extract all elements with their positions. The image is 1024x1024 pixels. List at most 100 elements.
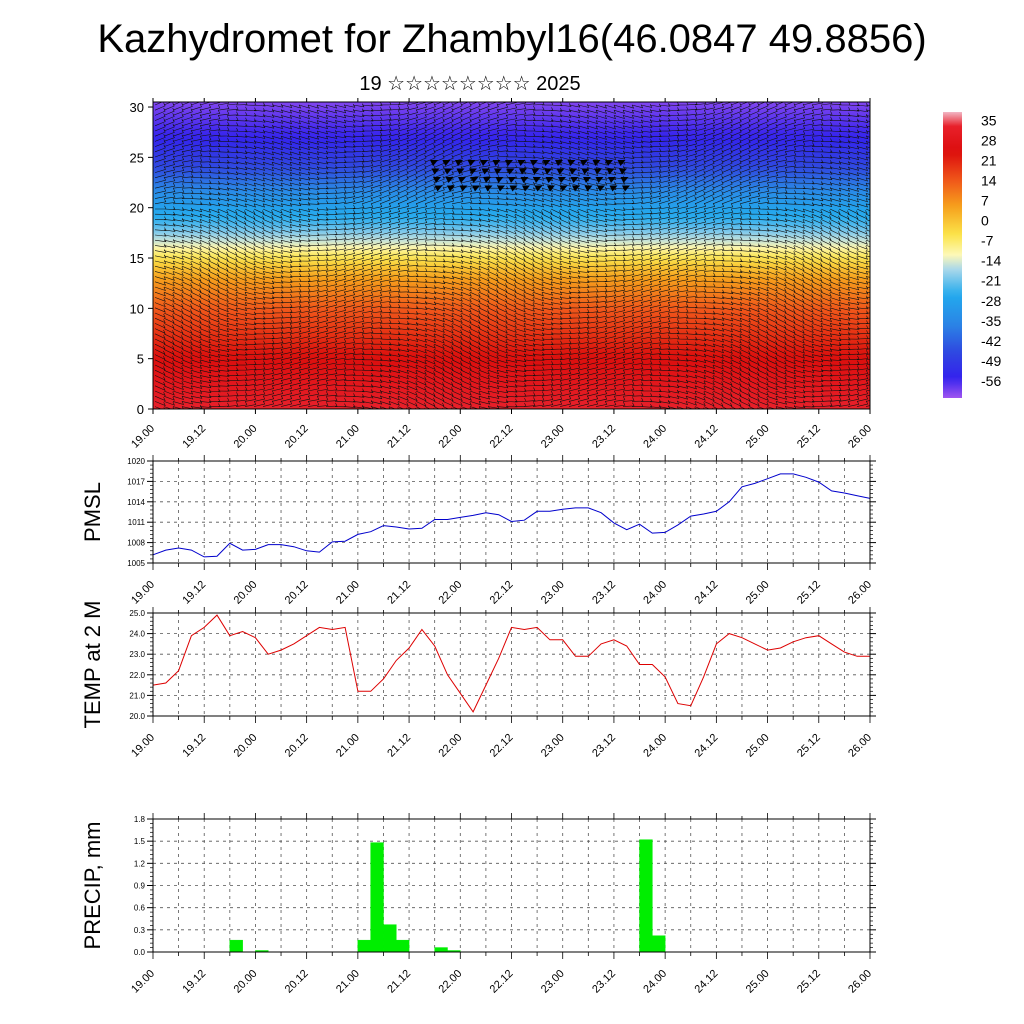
precip-panel: 0.0 0.3 0.6 0.9 1.2 1.5 1.8 19.00 19.12 20.00 20.1…	[80, 813, 876, 996]
x-tick-label: 20.12	[283, 579, 311, 607]
wind-flag	[622, 185, 630, 192]
wind-flag	[581, 168, 590, 175]
x-tick-label: 26.00	[846, 579, 874, 607]
temperature-cross-section-panel: 0 5 10 15 20 25 30 19.00 19.12 20.00 20.12 21.00 21.…	[129, 98, 874, 451]
colorbar-label: 28	[981, 133, 997, 149]
x-tick-label: 24.00	[641, 968, 669, 996]
wind-flag	[494, 168, 502, 175]
wind-flag	[459, 185, 468, 192]
x-tick-label: 25.00	[744, 579, 772, 607]
x-tick-label: 23.12	[590, 579, 618, 607]
colorbar-swatch	[943, 112, 962, 398]
x-tick-label: 20.12	[283, 968, 311, 996]
y-tick-label: 25	[130, 150, 144, 165]
x-tick-label: 23.00	[539, 423, 567, 451]
wind-flag	[531, 168, 540, 175]
colorbar-label: 35	[981, 113, 997, 129]
wind-flag	[583, 177, 591, 183]
x-tick-label: 19.12	[180, 423, 208, 451]
y-tick-label: 0.0	[134, 948, 146, 957]
x-tick-label: 22.00	[436, 579, 464, 607]
colorbar-label: -56	[981, 373, 1001, 389]
y-tick-label: 1005	[127, 559, 145, 568]
y-axis-label: PMSL	[80, 482, 105, 542]
wind-barb-texture	[154, 102, 870, 409]
precip-bar	[652, 935, 666, 953]
wind-flag	[605, 160, 613, 166]
x-tick-label: 19.00	[129, 968, 157, 996]
wind-flag	[484, 185, 493, 192]
precip-bar	[383, 924, 397, 953]
wind-flag	[620, 177, 629, 183]
wind-flag	[619, 168, 627, 175]
wind-flag	[492, 160, 501, 166]
wind-flag	[606, 168, 615, 175]
wind-flag	[594, 168, 602, 175]
x-tick-label: 23.12	[590, 968, 618, 996]
y-tick-label: 1017	[127, 477, 145, 486]
colorbar-label: 0	[981, 213, 989, 229]
wind-flag	[597, 185, 605, 192]
wind-flag	[480, 160, 488, 166]
temp-2m-panel: 20.0 21.0 22.0 23.0 24.0 25.0 19.00 19.12 20.00 2…	[80, 601, 876, 760]
x-tick-label: 25.12	[795, 423, 823, 451]
wind-flag	[445, 177, 454, 183]
y-tick-label: 22.0	[129, 671, 145, 680]
x-tick-label: 22.12	[488, 732, 516, 760]
x-tick-label: 26.00	[846, 423, 874, 451]
x-tick-label: 25.00	[744, 423, 772, 451]
x-tick-label: 20.12	[283, 423, 311, 451]
y-tick-label: 23.0	[129, 650, 145, 659]
colorbar-label: -49	[981, 353, 1001, 369]
x-tick-label: 21.00	[334, 732, 362, 760]
wind-flag	[608, 177, 616, 183]
wind-flag	[517, 160, 526, 166]
x-tick-label: 23.00	[539, 732, 567, 760]
precip-bar	[396, 939, 410, 953]
wind-flag	[570, 177, 579, 183]
x-tick-label: 20.00	[232, 732, 260, 760]
panel-frame	[152, 460, 871, 564]
x-tick-label: 20.12	[283, 732, 311, 760]
y-tick-label: 0.9	[134, 882, 146, 891]
wind-flag	[559, 185, 568, 192]
wind-flag	[506, 168, 515, 175]
panel-frame	[152, 818, 871, 953]
wind-flag	[555, 160, 563, 166]
x-tick-label: 26.00	[846, 732, 874, 760]
x-tick-label: 24.12	[693, 968, 721, 996]
wind-flag	[519, 168, 527, 175]
wind-flag	[569, 168, 577, 175]
wind-flag	[497, 185, 505, 192]
wind-flag	[505, 160, 513, 166]
x-tick-label: 20.00	[232, 423, 260, 451]
wind-flag	[469, 168, 477, 175]
wind-flag	[444, 168, 452, 175]
x-tick-label: 25.12	[795, 579, 823, 607]
x-tick-label: 21.12	[385, 732, 413, 760]
x-tick-label: 24.12	[693, 732, 721, 760]
x-tick-label: 22.00	[436, 968, 464, 996]
wind-flag	[481, 168, 490, 175]
x-tick-label: 22.00	[436, 423, 464, 451]
wind-flag	[472, 185, 480, 192]
wind-flag	[442, 160, 451, 166]
wind-flag	[534, 185, 543, 192]
x-tick-label: 25.12	[795, 968, 823, 996]
colorbar-label: -21	[981, 273, 1001, 289]
wind-flag	[592, 160, 601, 166]
wind-flag	[455, 160, 463, 166]
wind-flag	[545, 177, 554, 183]
colorbar: 35 28 21 14 7 0 -7 -14 -21 -28 -35 -42 -49 -56	[943, 112, 1001, 398]
colorbar-label: -14	[981, 253, 1001, 269]
precip-bar	[229, 939, 243, 953]
x-tick-label: 19.00	[129, 423, 157, 451]
panel-frame	[152, 612, 871, 717]
precip-bar	[357, 939, 371, 953]
y-axis-label: PRECIP, mm	[80, 822, 105, 950]
y-tick-label: 21.0	[129, 691, 145, 700]
wind-flag	[433, 177, 441, 183]
precip-bar	[434, 947, 448, 953]
x-tick-label: 21.12	[385, 968, 413, 996]
wind-flag	[508, 177, 516, 183]
